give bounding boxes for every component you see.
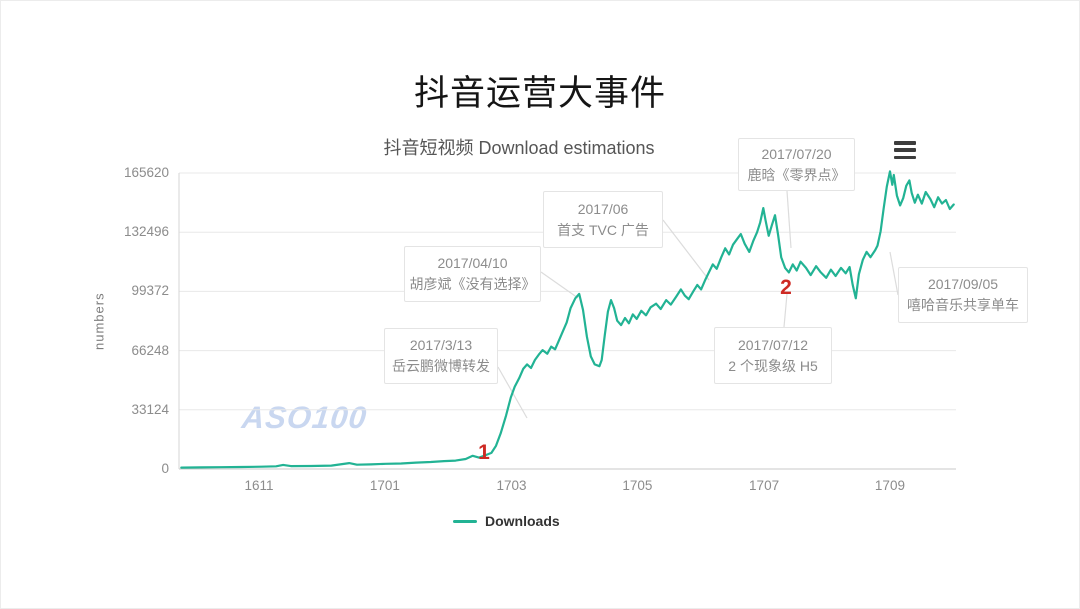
x-tick-label: 1611 [244,478,274,493]
event-annotation: 2017/09/05 嘻哈音乐共享单车 [898,267,1028,323]
page-title: 抖音运营大事件 [413,74,666,113]
y-tick-label: 132496 [123,224,169,240]
legend-line-swatch [453,519,477,523]
event-description: 2 个现象级 H5 [728,357,818,374]
y-tick-label: 33124 [131,401,169,417]
event-date: 2017/07/12 [737,336,809,353]
annotation-leader-line [786,190,792,249]
event-date: 2017/07/20 [761,145,832,162]
event-description: 胡彦斌《没有选择》 [409,276,536,292]
event-description: 首支 TVC 广告 [557,221,649,238]
event-date: 2017/09/05 [927,276,999,292]
event-description: 嘻哈音乐共享单车 [907,297,1019,313]
x-tick-label: 1705 [622,478,653,493]
event-date: 2017/06 [577,200,629,217]
event-annotation: 2017/3/13 岳云鹏微博转发 [384,328,498,384]
downloads-series-line[interactable] [180,170,955,469]
red-marker-1: 1 [478,441,490,464]
y-tick-label: 0 [161,461,169,476]
y-tick-label: 66248 [131,342,169,358]
x-tick-label: 1703 [496,478,527,493]
legend-label: Downloads [485,513,560,529]
chart-title: 抖音短视频 Download estimations [383,138,655,158]
x-tick-label: 1701 [369,478,400,493]
event-date: 2017/3/13 [409,337,473,353]
event-description: 鹿晗《零界点》 [747,166,846,183]
red-marker-2: 2 [780,276,792,299]
hamburger-menu-icon[interactable] [893,140,917,160]
annotation-leader-line [540,271,579,299]
annotation-leader-line [783,293,788,328]
legend-item-downloads[interactable]: Downloads [453,513,560,529]
event-annotation: 2017/04/10 胡彦斌《没有选择》 [404,246,541,302]
annotation-leader-line [889,251,899,296]
x-tick-label: 1707 [749,478,780,493]
y-tick-label: 99372 [131,283,169,299]
event-date: 2017/04/10 [437,255,508,271]
annotation-leader-line [662,219,710,281]
event-description: 岳云鹏微博转发 [392,358,490,374]
event-annotation: 2017/06 首支 TVC 广告 [543,191,663,248]
event-annotation: 2017/07/12 2 个现象级 H5 [714,327,832,384]
event-annotation: 2017/07/20 鹿晗《零界点》 [738,138,855,191]
x-tick-label: 1709 [874,478,905,493]
y-tick-label: 165620 [123,165,169,180]
